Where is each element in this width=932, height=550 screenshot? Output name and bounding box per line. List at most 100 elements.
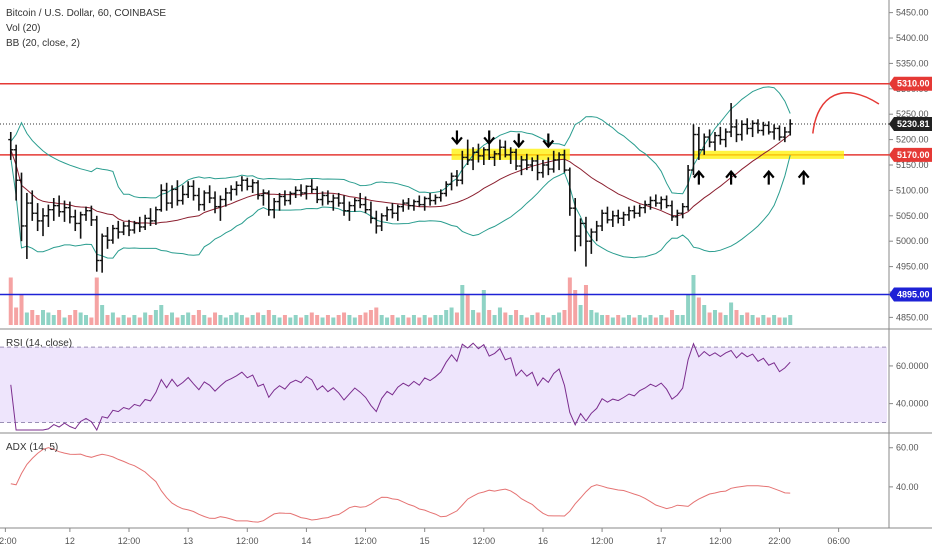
volume-bar xyxy=(73,310,78,325)
volume-bar xyxy=(100,305,105,325)
volume-bar xyxy=(213,312,218,325)
volume-bar xyxy=(159,305,164,325)
volume-bar xyxy=(691,275,696,325)
volume-bar xyxy=(562,310,567,325)
time-tick-label: 16 xyxy=(538,536,548,546)
adx-tick-label: 40.00 xyxy=(896,482,919,492)
volume-bar xyxy=(57,310,62,325)
volume-bar xyxy=(196,310,201,325)
volume-bar xyxy=(175,317,180,325)
volume-bar xyxy=(89,317,94,325)
time-tick-label: 17 xyxy=(656,536,666,546)
volume-bar xyxy=(401,315,406,325)
volume-bar xyxy=(621,317,626,325)
volume-bar xyxy=(766,317,771,325)
volume-bar xyxy=(336,315,341,325)
volume-bar xyxy=(288,317,293,325)
volume-bar xyxy=(229,315,234,325)
last-price-tag-label: 5230.81 xyxy=(897,119,930,129)
volume-bar xyxy=(718,312,723,325)
volume-bar xyxy=(712,310,717,325)
volume-bar xyxy=(583,285,588,325)
volume-bar xyxy=(379,315,384,325)
price-tick-label: 5350.00 xyxy=(896,58,929,68)
annotation-arrows xyxy=(451,130,810,185)
volume-bar xyxy=(487,310,492,325)
volume-bar xyxy=(519,315,524,325)
volume-bar xyxy=(234,312,239,325)
price-tick-label: 4950.00 xyxy=(896,262,929,272)
volume-bar xyxy=(304,315,309,325)
adx-line xyxy=(10,447,791,523)
volume-bar xyxy=(261,315,266,325)
volume-bar xyxy=(282,315,287,325)
volume-bar xyxy=(664,317,669,325)
volume-bar xyxy=(309,312,314,325)
volume-bar xyxy=(739,315,744,325)
volume-bar xyxy=(191,315,196,325)
volume-bar xyxy=(272,315,277,325)
time-tick-label: 12:00 xyxy=(0,536,17,546)
price-tick-label: 5100.00 xyxy=(896,185,929,195)
adx-tick-label: 60.00 xyxy=(896,443,919,453)
volume-bar xyxy=(8,277,13,325)
bb-legend: BB (20, close, 2) xyxy=(6,38,80,49)
arrow-up-head xyxy=(725,169,737,179)
volume-bar xyxy=(573,290,578,325)
volume-bar xyxy=(465,295,470,325)
volume-bar xyxy=(395,317,400,325)
volume-bar xyxy=(358,315,363,325)
volume-bar xyxy=(600,315,605,325)
volume-bar xyxy=(202,315,207,325)
volume-bar xyxy=(78,312,83,325)
bb-basis xyxy=(10,134,791,224)
volume-bar xyxy=(702,305,707,325)
arrow-down-head xyxy=(483,136,496,146)
volume-bar xyxy=(406,317,411,325)
volume-bar xyxy=(390,315,395,325)
volume-bar xyxy=(14,307,19,325)
level-tag-label: 5310.00 xyxy=(897,79,930,89)
volume-bar xyxy=(352,317,357,325)
volume-bar xyxy=(750,315,755,325)
arrow-up-head xyxy=(762,169,775,179)
time-tick-label: 13 xyxy=(183,536,193,546)
volume-bar xyxy=(411,315,416,325)
arrow-up-head xyxy=(693,169,705,179)
projection-path xyxy=(812,92,880,134)
volume-bar xyxy=(46,312,51,325)
volume-bar xyxy=(589,310,594,325)
volume-bar xyxy=(207,317,212,325)
volume-bar xyxy=(444,310,449,325)
volume-bar xyxy=(239,315,244,325)
volume-bar xyxy=(546,317,551,325)
volume-bar xyxy=(438,315,443,325)
volume-bar xyxy=(164,315,169,325)
volume-bar xyxy=(492,315,497,325)
volume-bar xyxy=(24,312,29,325)
volume-bar xyxy=(385,317,390,325)
volume-bar xyxy=(777,317,782,325)
time-tick-label: 12:00 xyxy=(709,536,732,546)
bb-lower xyxy=(10,155,791,259)
volume-bar xyxy=(148,315,153,325)
volume-bar xyxy=(610,317,615,325)
volume-bar xyxy=(675,315,680,325)
volume-bar xyxy=(127,317,132,325)
volume-bar xyxy=(782,317,787,325)
volume-bar xyxy=(325,315,330,325)
volume-bar xyxy=(616,315,621,325)
volume-bar xyxy=(105,315,110,325)
volume-bar xyxy=(186,312,191,325)
volume-bar xyxy=(476,312,481,325)
volume-bar xyxy=(277,317,282,325)
volume-bar xyxy=(503,312,508,325)
time-tick-label: 12:00 xyxy=(473,536,496,546)
volume-bar xyxy=(729,302,734,325)
volume-bar xyxy=(524,317,529,325)
level-tag-bg xyxy=(889,287,932,302)
volume-bar xyxy=(626,315,631,325)
volume-bar xyxy=(153,310,158,325)
adx-legend: ADX (14, 5) xyxy=(6,442,58,453)
